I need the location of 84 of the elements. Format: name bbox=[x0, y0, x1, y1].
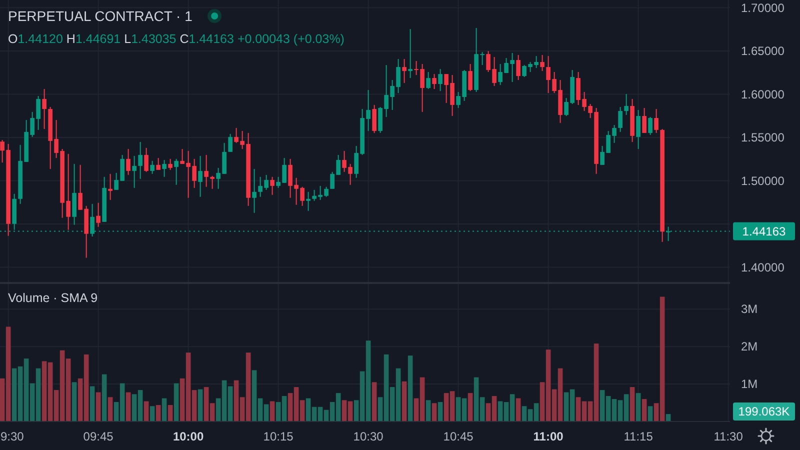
bar bbox=[96, 392, 101, 422]
bar bbox=[270, 401, 275, 422]
bar bbox=[636, 393, 641, 422]
bar bbox=[372, 382, 377, 422]
candlestick bbox=[138, 141, 142, 180]
x-tick-label: 11:00 bbox=[533, 430, 564, 444]
text: O1.44120 H1.44691 L1.43035 C1.44163 +0.00043 (+0.03%) bbox=[8, 32, 344, 46]
candlestick bbox=[624, 94, 628, 116]
x-tick-label: 10:30 bbox=[353, 430, 384, 444]
candlestick bbox=[126, 148, 130, 176]
y-tick-label: 1.40000 bbox=[741, 260, 785, 274]
bar bbox=[516, 398, 521, 422]
y-tick-label: 1.55000 bbox=[741, 130, 785, 145]
bar bbox=[90, 386, 95, 422]
bar bbox=[402, 381, 407, 422]
candlestick bbox=[108, 173, 112, 200]
x-tick-label: 10:15 bbox=[263, 430, 294, 444]
bar bbox=[642, 399, 647, 422]
bar bbox=[168, 405, 173, 422]
bar bbox=[426, 400, 431, 422]
y-tick-label: 1.70000 bbox=[741, 0, 785, 15]
text: Volume · SMA 9 bbox=[8, 291, 98, 305]
bar bbox=[150, 406, 155, 422]
y-tick-label: 1.65000 bbox=[741, 44, 785, 58]
candlestick bbox=[72, 163, 76, 226]
x-tick-label: 11:30 bbox=[714, 430, 744, 444]
bar bbox=[438, 402, 443, 422]
bar bbox=[198, 389, 203, 422]
candlestick bbox=[150, 160, 154, 174]
x-tick-label: 9:30 bbox=[0, 430, 24, 444]
candlestick bbox=[174, 158, 178, 186]
bar bbox=[72, 382, 77, 422]
bar bbox=[102, 374, 107, 422]
x-tick-label: 10:45 bbox=[443, 430, 474, 444]
text: 199.063K bbox=[738, 404, 790, 418]
candlestick bbox=[642, 107, 646, 134]
candlestick bbox=[156, 157, 160, 170]
candlestick bbox=[96, 202, 100, 228]
x-tick-label: 09:45 bbox=[83, 430, 114, 444]
candlestick bbox=[438, 68, 442, 92]
candlestick bbox=[468, 64, 472, 92]
candlestick bbox=[540, 54, 544, 72]
y-tick-label: 1.60000 bbox=[741, 87, 785, 102]
y-tick-label: 1.50000 bbox=[741, 174, 785, 188]
y-tick-label: 2M bbox=[741, 340, 758, 354]
candlestick bbox=[168, 158, 172, 170]
bar bbox=[432, 403, 437, 422]
x-tick-label: 10:00 bbox=[172, 430, 204, 444]
candlestick bbox=[270, 176, 274, 196]
bar bbox=[648, 406, 653, 422]
bar bbox=[108, 397, 113, 422]
bar bbox=[156, 405, 161, 422]
bar bbox=[408, 356, 413, 422]
bar bbox=[468, 393, 473, 422]
candlestick bbox=[162, 159, 166, 178]
y-tick-label: 1M bbox=[741, 377, 758, 392]
candlestick bbox=[144, 147, 148, 172]
candlestick bbox=[42, 88, 46, 130]
candlestick bbox=[426, 71, 430, 90]
candlestick bbox=[204, 154, 208, 188]
bar bbox=[174, 383, 179, 422]
bar bbox=[162, 398, 167, 422]
candlestick bbox=[408, 28, 412, 79]
candlestick bbox=[228, 133, 232, 152]
candlestick bbox=[618, 106, 622, 132]
candlestick bbox=[372, 104, 376, 134]
candlestick bbox=[402, 58, 406, 84]
x-tick-label: 11:15 bbox=[624, 430, 654, 444]
y-tick-label: 3M bbox=[741, 302, 758, 316]
candlestick bbox=[432, 74, 436, 90]
text: PERPETUAL CONTRACT · 1 bbox=[8, 8, 193, 24]
bar bbox=[126, 392, 131, 422]
candlestick bbox=[210, 175, 214, 190]
bar bbox=[144, 401, 149, 422]
candlestick bbox=[198, 155, 202, 198]
candlestick bbox=[654, 108, 658, 134]
bar bbox=[630, 387, 635, 422]
candlestick bbox=[306, 191, 310, 212]
candlestick bbox=[636, 109, 640, 150]
candlestick bbox=[252, 168, 256, 214]
candlestick bbox=[648, 116, 652, 136]
candlestick bbox=[516, 54, 520, 81]
candlestick bbox=[132, 155, 136, 188]
ref-line-label: 1.44163 bbox=[742, 224, 786, 238]
